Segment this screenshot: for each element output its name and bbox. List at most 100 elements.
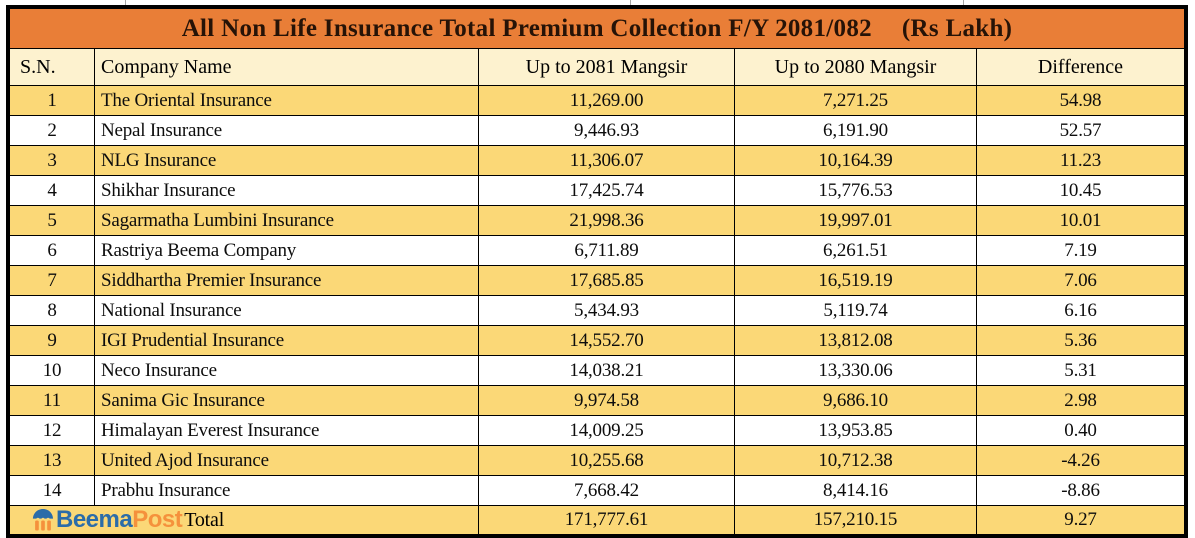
difference-cell: 7.19 xyxy=(976,235,1185,266)
value-2081-cell: 7,668.42 xyxy=(478,475,735,506)
value-2080-cell: 13,812.08 xyxy=(734,325,977,356)
title-main: All Non Life Insurance Total Premium Col… xyxy=(181,14,872,42)
sn-cell: 2 xyxy=(9,115,95,146)
value-2080-cell: 13,953.85 xyxy=(734,415,977,446)
sn-cell: 7 xyxy=(9,265,95,296)
value-2080-cell: 15,776.53 xyxy=(734,175,977,206)
total-row: Beema Post Total 171,777.61 157,210.15 9.… xyxy=(9,505,1185,535)
difference-cell: 54.98 xyxy=(976,85,1185,116)
beemapost-logo: Beema Post xyxy=(32,506,183,534)
table-row: 14 Prabhu Insurance 7,668.42 8,414.16 -8… xyxy=(9,475,1185,506)
table-row: 3 NLG Insurance 11,306.07 10,164.39 11.2… xyxy=(9,145,1185,176)
value-2081-cell: 5,434.93 xyxy=(478,295,735,326)
table-row: 13 United Ajod Insurance 10,255.68 10,71… xyxy=(9,445,1185,476)
sn-cell: 10 xyxy=(9,355,95,386)
sn-cell: 13 xyxy=(9,445,95,476)
sn-cell: 8 xyxy=(9,295,95,326)
column-header-2081: Up to 2081 Mangsir xyxy=(478,48,735,86)
table-row: 1 The Oriental Insurance 11,269.00 7,271… xyxy=(9,85,1185,116)
company-cell: NLG Insurance xyxy=(94,145,479,176)
logo-text-post: Post xyxy=(132,506,183,534)
total-2081-cell: 171,777.61 xyxy=(478,505,735,535)
table-row: 11 Sanima Gic Insurance 9,974.58 9,686.1… xyxy=(9,385,1185,416)
table-row: 12 Himalayan Everest Insurance 14,009.25… xyxy=(9,415,1185,446)
sn-cell: 14 xyxy=(9,475,95,506)
table-row: 4 Shikhar Insurance 17,425.74 15,776.53 … xyxy=(9,175,1185,206)
difference-cell: 6.16 xyxy=(976,295,1185,326)
value-2081-cell: 21,998.36 xyxy=(478,205,735,236)
difference-cell: 2.98 xyxy=(976,385,1185,416)
value-2080-cell: 6,191.90 xyxy=(734,115,977,146)
value-2080-cell: 10,164.39 xyxy=(734,145,977,176)
table-row: 10 Neco Insurance 14,038.21 13,330.06 5.… xyxy=(9,355,1185,386)
value-2081-cell: 14,552.70 xyxy=(478,325,735,356)
table-row: 6 Rastriya Beema Company 6,711.89 6,261.… xyxy=(9,235,1185,266)
value-2080-cell: 7,271.25 xyxy=(734,85,977,116)
difference-cell: 52.57 xyxy=(976,115,1185,146)
sn-cell: 4 xyxy=(9,175,95,206)
gridline-stub xyxy=(125,0,126,5)
difference-cell: 11.23 xyxy=(976,145,1185,176)
company-cell: Siddhartha Premier Insurance xyxy=(94,265,479,296)
total-2080-cell: 157,210.15 xyxy=(734,505,977,535)
value-2081-cell: 9,974.58 xyxy=(478,385,735,416)
gridline-stub xyxy=(963,0,964,5)
sn-cell: 5 xyxy=(9,205,95,236)
company-cell: The Oriental Insurance xyxy=(94,85,479,116)
company-cell: Shikhar Insurance xyxy=(94,175,479,206)
difference-cell: 7.06 xyxy=(976,265,1185,296)
gridline-stub xyxy=(630,0,631,5)
value-2080-cell: 6,261.51 xyxy=(734,235,977,266)
table-row: 9 IGI Prudential Insurance 14,552.70 13,… xyxy=(9,325,1185,356)
difference-cell: -4.26 xyxy=(976,445,1185,476)
sn-cell: 1 xyxy=(9,85,95,116)
table-title-row: All Non Life Insurance Total Premium Col… xyxy=(9,8,1185,49)
value-2081-cell: 17,685.85 xyxy=(478,265,735,296)
value-2080-cell: 10,712.38 xyxy=(734,445,977,476)
column-header-difference: Difference xyxy=(976,48,1185,86)
value-2081-cell: 14,009.25 xyxy=(478,415,735,446)
company-cell: Prabhu Insurance xyxy=(94,475,479,506)
total-label-cell: Beema Post Total xyxy=(9,505,479,535)
sn-cell: 6 xyxy=(9,235,95,266)
sn-cell: 3 xyxy=(9,145,95,176)
sn-cell: 9 xyxy=(9,325,95,356)
total-label: Total xyxy=(184,508,225,531)
difference-cell: 10.01 xyxy=(976,205,1185,236)
column-header-sn: S.N. xyxy=(9,48,95,86)
column-header-company: Company Name xyxy=(94,48,479,86)
value-2080-cell: 16,519.19 xyxy=(734,265,977,296)
company-cell: Nepal Insurance xyxy=(94,115,479,146)
value-2080-cell: 8,414.16 xyxy=(734,475,977,506)
company-cell: Rastriya Beema Company xyxy=(94,235,479,266)
title-unit: (Rs Lakh) xyxy=(901,14,1013,42)
sn-cell: 11 xyxy=(9,385,95,416)
table-row: 2 Nepal Insurance 9,446.93 6,191.90 52.5… xyxy=(9,115,1185,146)
company-cell: Sagarmatha Lumbini Insurance xyxy=(94,205,479,236)
value-2081-cell: 9,446.93 xyxy=(478,115,735,146)
difference-cell: 10.45 xyxy=(976,175,1185,206)
company-cell: Himalayan Everest Insurance xyxy=(94,415,479,446)
company-cell: Neco Insurance xyxy=(94,355,479,386)
table-row: 7 Siddhartha Premier Insurance 17,685.85… xyxy=(9,265,1185,296)
total-difference-cell: 9.27 xyxy=(976,505,1185,535)
logo-text-beema: Beema xyxy=(56,506,133,534)
value-2081-cell: 11,269.00 xyxy=(478,85,735,116)
value-2081-cell: 10,255.68 xyxy=(478,445,735,476)
value-2080-cell: 13,330.06 xyxy=(734,355,977,386)
value-2081-cell: 6,711.89 xyxy=(478,235,735,266)
table-row: 8 National Insurance 5,434.93 5,119.74 6… xyxy=(9,295,1185,326)
umbrella-icon xyxy=(32,508,56,532)
value-2080-cell: 9,686.10 xyxy=(734,385,977,416)
value-2080-cell: 5,119.74 xyxy=(734,295,977,326)
company-cell: National Insurance xyxy=(94,295,479,326)
value-2080-cell: 19,997.01 xyxy=(734,205,977,236)
difference-cell: -8.86 xyxy=(976,475,1185,506)
difference-cell: 0.40 xyxy=(976,415,1185,446)
premium-collection-table: All Non Life Insurance Total Premium Col… xyxy=(6,5,1188,538)
page-title: All Non Life Insurance Total Premium Col… xyxy=(9,8,1185,49)
difference-cell: 5.36 xyxy=(976,325,1185,356)
value-2081-cell: 14,038.21 xyxy=(478,355,735,386)
company-cell: IGI Prudential Insurance xyxy=(94,325,479,356)
column-header-2080: Up to 2080 Mangsir xyxy=(734,48,977,86)
